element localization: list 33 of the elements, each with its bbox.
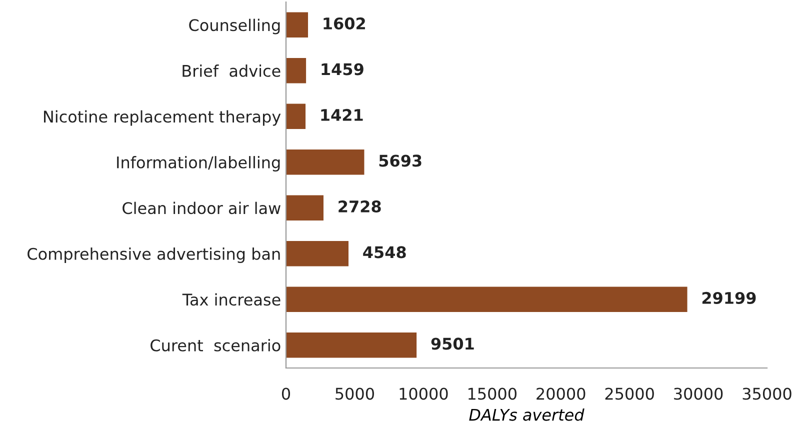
data-label: 5693 — [379, 154, 422, 167]
x-tick-label: 30000 — [674, 388, 723, 400]
x-tick-label: 20000 — [536, 388, 586, 400]
x-tick-label: 0 — [282, 388, 290, 400]
x-tick-label: 25000 — [605, 388, 654, 400]
y-tick-label: Clean indoor air law — [122, 202, 280, 214]
data-label: 1421 — [321, 108, 363, 121]
bar — [286, 104, 306, 129]
bar — [286, 150, 364, 175]
y-tick-label: Nicotine replacement therapy — [44, 110, 281, 126]
data-label: 1602 — [324, 17, 365, 30]
bar — [286, 195, 324, 220]
bar — [286, 332, 417, 358]
x-tick-label: 5000 — [336, 388, 374, 400]
y-tick-label: Brief advice — [182, 64, 280, 77]
data-label: 1459 — [322, 63, 364, 76]
y-tick-label: Counselling — [189, 18, 280, 34]
x-tick-label: 15000 — [468, 388, 516, 400]
y-tick-label: Comprehensive advertising ban — [28, 248, 280, 264]
bar — [286, 12, 308, 38]
data-label: 4548 — [363, 246, 406, 258]
y-tick-label: Curent scenario — [150, 339, 280, 352]
x-axis-title: DALYs averted — [469, 408, 584, 421]
bar — [286, 241, 349, 266]
y-tick-label: Tax increase — [182, 293, 280, 306]
data-label: 9501 — [431, 338, 474, 350]
x-tick-label: 10000 — [400, 388, 448, 400]
data-label: 2728 — [338, 200, 381, 213]
bar — [286, 286, 688, 312]
x-tick-label: 35000 — [742, 388, 792, 400]
y-tick-label: Information/labelling — [117, 156, 280, 172]
data-label: 29199 — [702, 292, 756, 304]
bar — [286, 58, 306, 84]
